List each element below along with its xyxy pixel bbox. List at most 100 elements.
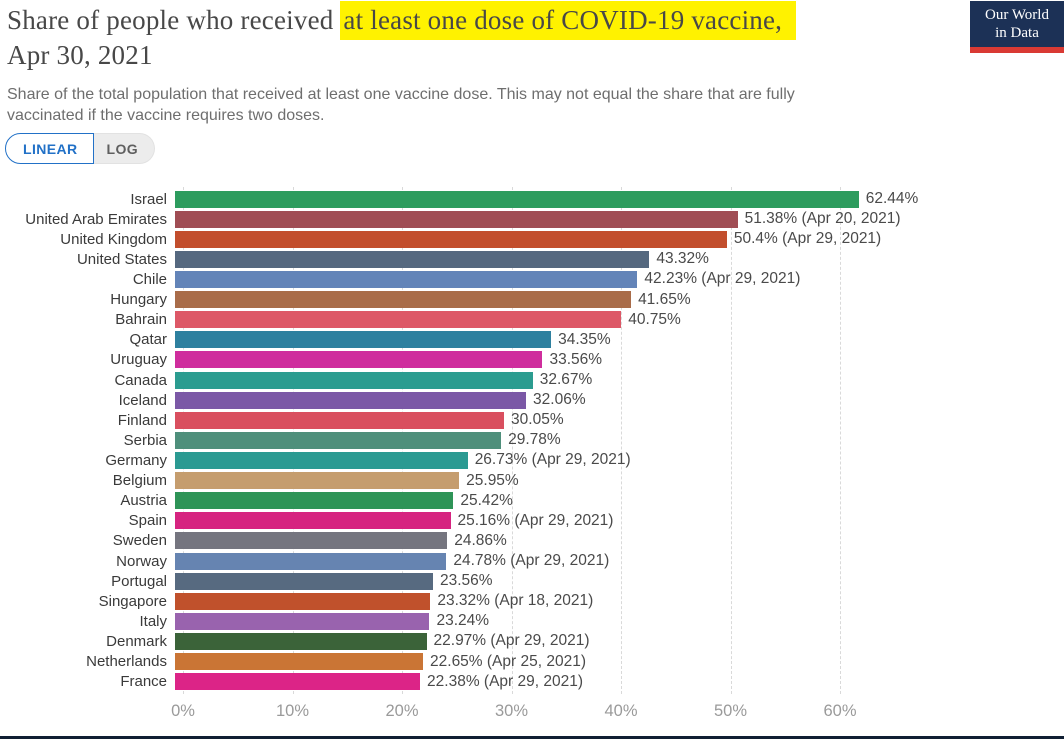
log-button[interactable]: LOG <box>93 133 156 164</box>
value-label-netherlands: 22.65% (Apr 25, 2021) <box>430 652 586 670</box>
country-label-bahrain[interactable]: Bahrain <box>115 311 167 329</box>
owid-logo[interactable]: Our World in Data <box>970 1 1064 53</box>
country-label-denmark[interactable]: Denmark <box>106 632 167 650</box>
bar-italy[interactable] <box>175 612 430 630</box>
bar-austria[interactable] <box>175 492 454 510</box>
bar-chile[interactable] <box>175 270 638 288</box>
bar-belgium[interactable] <box>175 472 460 490</box>
bar-plot-area: 40.75% <box>175 311 1064 329</box>
bar-row-portugal: Portugal 23.56% <box>0 571 1064 591</box>
country-label-netherlands[interactable]: Netherlands <box>86 653 167 671</box>
logo-text-line2: in Data <box>995 25 1039 41</box>
x-tick-label: 30% <box>494 702 529 720</box>
bar-netherlands[interactable] <box>175 653 424 671</box>
bar-plot-area: 25.42% <box>175 492 1064 510</box>
bar-united-kingdom[interactable] <box>175 230 727 248</box>
bar-norway[interactable] <box>175 552 447 570</box>
bar-united-arab-emirates[interactable] <box>175 210 738 228</box>
bar-hungary[interactable] <box>175 291 632 309</box>
country-label-austria[interactable]: Austria <box>120 492 167 510</box>
bar-plot-area: 23.32% (Apr 18, 2021) <box>175 592 1064 610</box>
country-label-serbia[interactable]: Serbia <box>123 431 167 449</box>
bar-plot-area: 25.95% <box>175 472 1064 490</box>
bar-row-belgium: Belgium 25.95% <box>0 471 1064 491</box>
value-label-bahrain: 40.75% <box>628 310 681 328</box>
country-label-norway[interactable]: Norway <box>116 552 167 570</box>
bar-plot-area: 26.73% (Apr 29, 2021) <box>175 451 1064 469</box>
bar-row-chile: Chile 42.23% (Apr 29, 2021) <box>0 269 1064 289</box>
country-label-united-kingdom[interactable]: United Kingdom <box>60 230 167 248</box>
x-tick-label: 40% <box>604 702 638 720</box>
country-label-spain[interactable]: Spain <box>128 512 167 530</box>
country-label-finland[interactable]: Finland <box>117 411 167 429</box>
bar-plot-area: 22.65% (Apr 25, 2021) <box>175 653 1064 671</box>
country-label-canada[interactable]: Canada <box>114 371 167 389</box>
bar-plot-area: 25.16% (Apr 29, 2021) <box>175 512 1064 530</box>
x-axis: 0% 10% 20% 30% 40% 50% 60% <box>171 702 1043 726</box>
value-label-hungary: 41.65% <box>638 290 691 308</box>
bar-row-united-states: United States 43.32% <box>0 249 1064 269</box>
country-label-hungary[interactable]: Hungary <box>110 291 167 309</box>
value-label-sweden: 24.86% <box>454 531 507 549</box>
bar-plot-area: 62.44% <box>175 190 1064 208</box>
bar-row-bahrain: Bahrain 40.75% <box>0 310 1064 330</box>
value-label-chile: 42.23% (Apr 29, 2021) <box>644 270 801 288</box>
value-label-portugal: 23.56% <box>439 572 493 590</box>
country-label-germany[interactable]: Germany <box>105 451 167 469</box>
bar-plot-area: 24.86% <box>175 532 1064 550</box>
bar-singapore[interactable] <box>175 592 431 610</box>
value-label-austria: 25.42% <box>460 491 513 509</box>
country-label-belgium[interactable]: Belgium <box>112 472 167 490</box>
bar-canada[interactable] <box>175 371 533 389</box>
value-label-uruguay: 33.56% <box>549 350 603 368</box>
x-tick-label: 60% <box>823 702 857 720</box>
country-label-singapore[interactable]: Singapore <box>98 592 167 610</box>
bar-plot-area: 22.97% (Apr 29, 2021) <box>175 632 1064 650</box>
bar-qatar[interactable] <box>175 331 552 349</box>
value-label-germany: 26.73% (Apr 29, 2021) <box>474 451 631 469</box>
country-label-france[interactable]: France <box>120 673 167 691</box>
country-label-italy[interactable]: Italy <box>139 612 167 630</box>
value-label-canada: 32.67% <box>539 371 593 389</box>
value-label-denmark: 22.97% (Apr 29, 2021) <box>433 632 590 650</box>
bar-row-netherlands: Netherlands 22.65% (Apr 25, 2021) <box>0 652 1064 672</box>
country-label-sweden[interactable]: Sweden <box>112 532 167 550</box>
country-label-israel[interactable]: Israel <box>130 190 167 208</box>
bar-row-singapore: Singapore 23.32% (Apr 18, 2021) <box>0 591 1064 611</box>
country-label-chile[interactable]: Chile <box>132 270 167 288</box>
x-tick-label: 20% <box>385 702 419 720</box>
country-label-united-states[interactable]: United States <box>76 250 167 268</box>
bar-plot-area: 32.06% <box>175 391 1064 409</box>
bar-bahrain[interactable] <box>175 311 622 329</box>
bar-serbia[interactable] <box>175 431 502 449</box>
bar-plot-area: 50.4% (Apr 29, 2021) <box>175 230 1064 248</box>
bar-plot-area: 29.78% <box>175 431 1064 449</box>
country-label-qatar[interactable]: Qatar <box>129 331 167 349</box>
title-prefix: Share of people who received <box>7 5 341 35</box>
value-label-united-arab-emirates: 51.38% (Apr 20, 2021) <box>744 210 901 228</box>
value-label-qatar: 34.35% <box>558 330 611 348</box>
value-label-spain: 25.16% (Apr 29, 2021) <box>457 511 614 529</box>
bar-uruguay[interactable] <box>175 351 543 369</box>
bar-row-canada: Canada 32.67% <box>0 370 1064 390</box>
country-label-uruguay[interactable]: Uruguay <box>110 351 167 369</box>
linear-button[interactable]: LINEAR <box>5 133 94 164</box>
country-label-united-arab-emirates[interactable]: United Arab Emirates <box>25 210 167 228</box>
value-label-israel: 62.44% <box>865 190 919 208</box>
bar-france[interactable] <box>175 673 421 691</box>
country-label-iceland[interactable]: Iceland <box>118 391 167 409</box>
bar-portugal[interactable] <box>175 572 433 590</box>
bar-germany[interactable] <box>175 451 468 469</box>
bar-spain[interactable] <box>175 512 451 530</box>
bar-row-uruguay: Uruguay 33.56% <box>0 350 1064 370</box>
bar-row-israel: Israel 62.44% <box>0 189 1064 209</box>
bar-denmark[interactable] <box>175 632 427 650</box>
bar-finland[interactable] <box>175 411 505 429</box>
bar-plot-area: 22.38% (Apr 29, 2021) <box>175 673 1064 691</box>
bar-united-states[interactable] <box>175 250 650 268</box>
bar-iceland[interactable] <box>175 391 527 409</box>
bar-israel[interactable] <box>175 190 859 208</box>
value-label-united-states: 43.32% <box>656 250 709 268</box>
country-label-portugal[interactable]: Portugal <box>111 572 167 590</box>
bar-sweden[interactable] <box>175 532 448 550</box>
